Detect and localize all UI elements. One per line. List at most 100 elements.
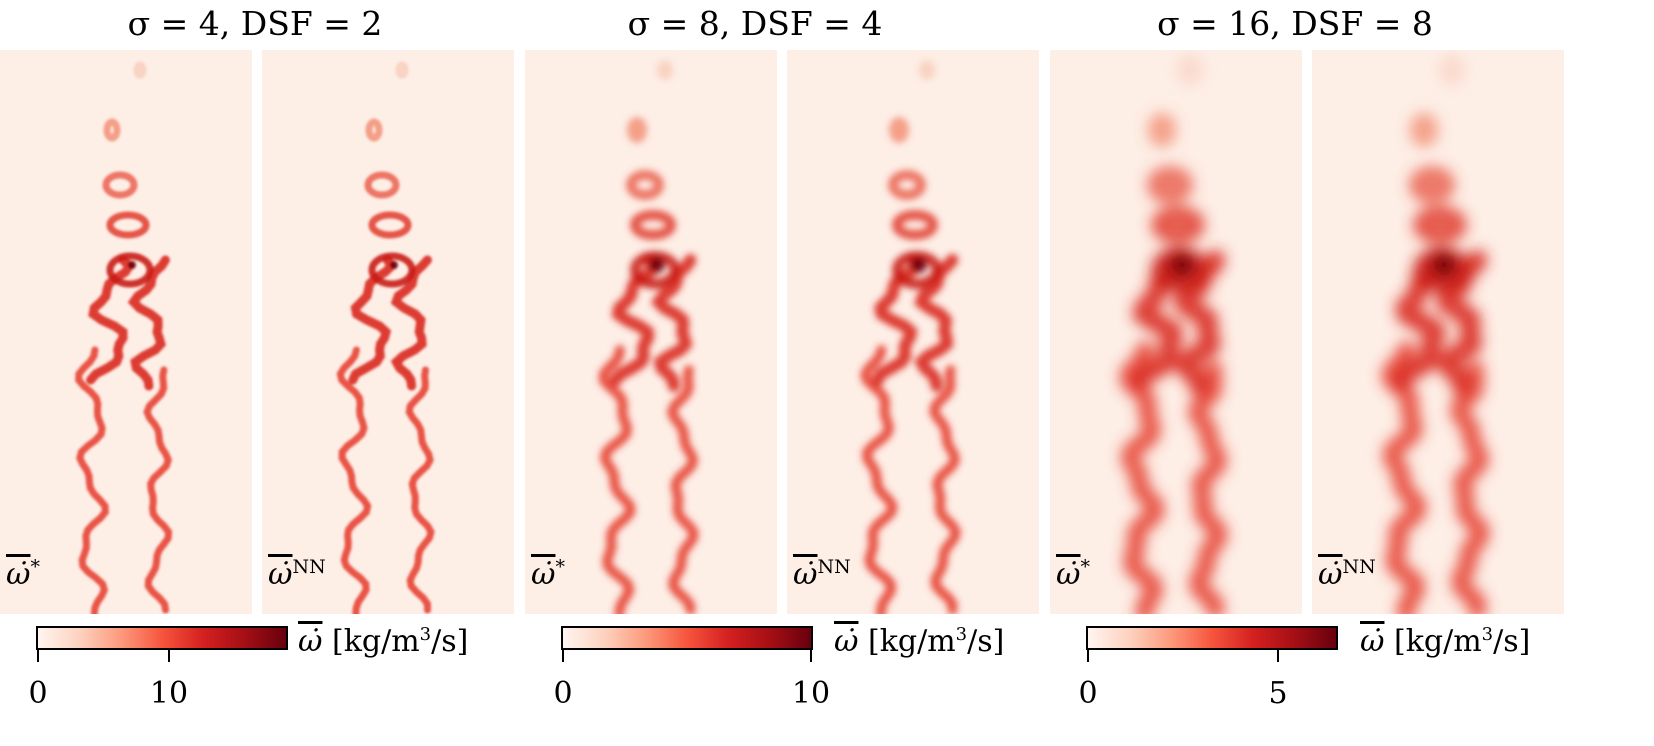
group-title-1-sigma: σ = 4 xyxy=(127,4,220,43)
colorbar-3 xyxy=(1086,626,1338,650)
colorbar-2-ticklabel-0: 0 xyxy=(553,676,573,711)
colorbar-1-label: ω̇ [kg/m3/s] xyxy=(298,624,469,659)
flame-blob xyxy=(630,251,680,289)
colorbar-3-tick-1 xyxy=(1277,650,1279,662)
colorbar-3-ticklabel-1: 5 xyxy=(1268,676,1288,711)
flame-blob xyxy=(889,117,909,143)
flame-front xyxy=(75,346,109,614)
colorbar-1-ticklabel-1: 10 xyxy=(149,676,189,711)
heatmap-panel-3-nn: ω̇NN xyxy=(1312,50,1564,614)
heatmap-panel-1-nn: ω̇NN xyxy=(262,50,514,614)
colorbar-2-ticklabel-1: 10 xyxy=(791,676,831,711)
flame-blob xyxy=(627,117,647,143)
heatmap-svg-1a xyxy=(75,61,173,614)
group-title-2: σ = 8, DSF = 4 xyxy=(627,4,883,43)
flame-blob xyxy=(1440,56,1464,84)
flame-front xyxy=(143,366,173,614)
flame-blob xyxy=(103,118,121,142)
flame-structure xyxy=(859,60,962,614)
flame-blob xyxy=(368,252,416,288)
heatmap-svg-2a xyxy=(598,60,699,614)
flame-front xyxy=(598,345,636,614)
flame-front xyxy=(390,255,432,391)
group-title-3-sigma: σ = 16 xyxy=(1157,4,1271,43)
colorbar-1-ticklabel-0: 0 xyxy=(28,676,48,711)
heatmap-panel-2-reference: ω̇* xyxy=(525,50,777,614)
flame-front xyxy=(127,255,170,391)
flame-blob xyxy=(892,251,942,289)
flame-front xyxy=(929,365,962,614)
flame-front xyxy=(1119,341,1165,614)
colorbar-3-ticklabel-0: 0 xyxy=(1078,676,1098,711)
flame-front xyxy=(1449,361,1491,614)
flame-blob xyxy=(106,252,154,288)
flame-blob xyxy=(395,61,409,79)
group-title-2-dsf: DSF = 4 xyxy=(740,4,883,43)
panel-label-2a: ω̇* xyxy=(531,556,565,592)
flame-blob xyxy=(919,60,935,80)
flame-front xyxy=(666,365,699,614)
colorbar-1-tick-1 xyxy=(168,650,170,662)
panel-label-1a: ω̇* xyxy=(6,556,40,592)
flame-front xyxy=(1380,341,1428,614)
flame-structure xyxy=(598,60,699,614)
flame-front xyxy=(913,254,959,392)
flame-blob xyxy=(368,211,412,239)
peak-spot xyxy=(390,261,398,269)
heatmap-panel-3-reference: ω̇* xyxy=(1050,50,1302,614)
peak-spot xyxy=(649,257,665,273)
colorbar-3-label: ω̇ [kg/m3/s] xyxy=(1360,624,1531,659)
panel-label-3b: ω̇NN xyxy=(1318,556,1376,592)
flame-front xyxy=(405,366,435,614)
flame-blob xyxy=(365,118,383,142)
flame-blob xyxy=(133,61,147,79)
peak-spot xyxy=(1432,253,1456,277)
group-title-1: σ = 4, DSF = 2 xyxy=(127,4,383,43)
flame-blob xyxy=(888,170,926,200)
flame-blob xyxy=(1151,206,1205,244)
flame-front xyxy=(859,345,898,614)
heatmap-svg-2b xyxy=(859,60,962,614)
flame-blob xyxy=(106,211,150,239)
colorbar-2 xyxy=(561,626,813,650)
group-title-3-dsf: DSF = 8 xyxy=(1291,4,1433,43)
flame-blob xyxy=(1178,56,1202,84)
flame-front xyxy=(1187,361,1228,614)
flame-blob xyxy=(1413,206,1467,244)
heatmap-panel-1-reference: ω̇* xyxy=(0,50,252,614)
flame-structure xyxy=(75,61,173,614)
flame-blob xyxy=(1148,113,1176,147)
panel-label-2b: ω̇NN xyxy=(793,556,851,592)
group-title-2-sigma: σ = 8 xyxy=(627,4,720,43)
flame-structure xyxy=(1119,56,1228,614)
panel-label-3a: ω̇* xyxy=(1056,556,1090,592)
flame-blob xyxy=(102,171,138,199)
heatmap-panel-2-nn: ω̇NN xyxy=(787,50,1039,614)
flame-front xyxy=(650,254,697,392)
heatmap-svg-3b xyxy=(1380,56,1491,614)
panel-label-1b: ω̇NN xyxy=(268,556,326,592)
flame-blob xyxy=(626,170,664,200)
colorbar-2-tick-1 xyxy=(810,650,812,662)
peak-spot xyxy=(128,261,136,269)
colorbar-3-tick-0 xyxy=(1087,650,1089,662)
flame-blob xyxy=(364,171,400,199)
peak-spot xyxy=(911,257,927,273)
heatmap-svg-1b xyxy=(336,61,435,614)
flame-front xyxy=(336,346,372,614)
flame-blob xyxy=(657,60,673,80)
flame-blob xyxy=(1409,166,1455,204)
peak-spot xyxy=(1170,253,1194,277)
flame-blob xyxy=(892,210,938,240)
heatmap-svg-3a xyxy=(1119,56,1228,614)
flame-blob xyxy=(630,210,676,240)
group-title-3: σ = 16, DSF = 8 xyxy=(1157,4,1433,43)
flame-blob xyxy=(1147,166,1193,204)
colorbar-2-label: ω̇ [kg/m3/s] xyxy=(834,624,1005,659)
group-title-1-dsf: DSF = 2 xyxy=(240,4,383,43)
flame-blob xyxy=(1410,113,1438,147)
flame-structure xyxy=(336,61,435,614)
flame-structure xyxy=(1380,56,1491,614)
colorbar-1 xyxy=(36,626,288,650)
colorbar-1-tick-0 xyxy=(37,650,39,662)
